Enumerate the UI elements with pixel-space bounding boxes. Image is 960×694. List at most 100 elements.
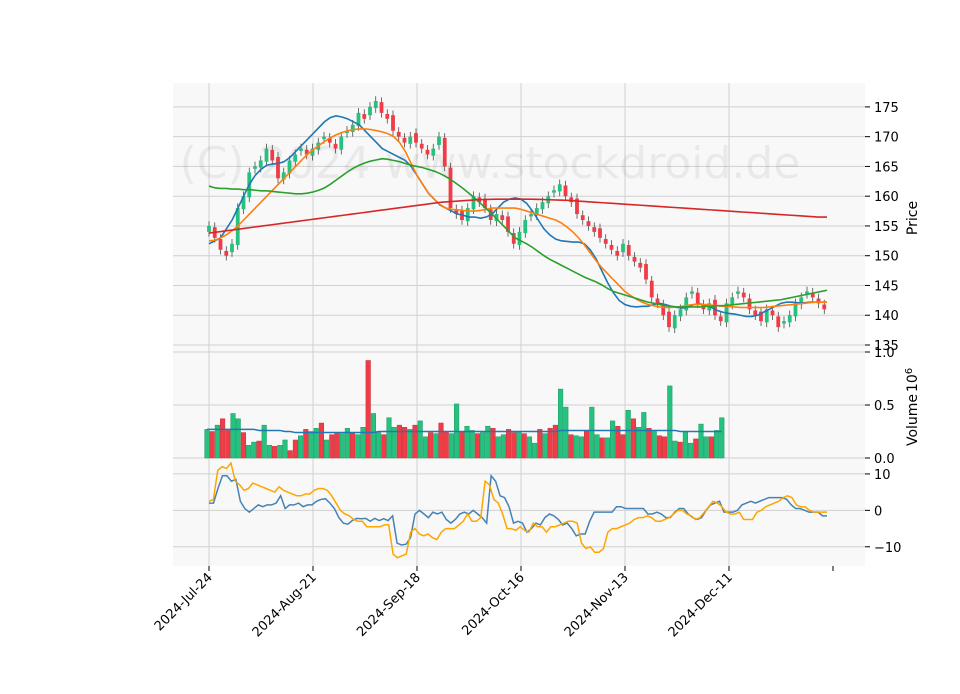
candle-body [304, 149, 309, 155]
x-tick-label: 2024-Jul-24 [152, 570, 216, 634]
candle-body [281, 172, 286, 180]
volume-bar [214, 424, 220, 459]
volume-scale-label: 106 [904, 368, 921, 392]
volume-bar [292, 439, 298, 459]
volume-bar [480, 432, 486, 459]
volume-bar [339, 433, 345, 459]
volume-bar [246, 445, 252, 459]
volume-bar [355, 434, 361, 459]
candle-body [442, 137, 447, 167]
candle-body [626, 245, 631, 256]
volume-bar [240, 432, 246, 459]
volume-bar [516, 431, 522, 459]
volume-bar [365, 360, 371, 459]
volume-bar [714, 430, 720, 459]
volume-bar [277, 445, 283, 459]
candle-body [454, 209, 459, 215]
volume-bar [381, 434, 387, 459]
volume-bar [719, 417, 725, 459]
candle-body [741, 292, 746, 298]
y-tick-label: 10 [874, 468, 891, 483]
y-tick-label: 0.0 [874, 452, 895, 467]
y-tick-label: 165 [874, 160, 899, 175]
candle-body [810, 292, 815, 298]
volume-bar [682, 431, 688, 459]
candle-body [684, 297, 689, 311]
candle-body [258, 160, 263, 168]
sma-xlong-line [208, 198, 827, 234]
volume-bar [568, 434, 574, 459]
candle-body [718, 316, 723, 322]
candle-body [598, 228, 602, 238]
candle-body [471, 196, 476, 210]
volume-bar [360, 427, 366, 459]
candle-body [339, 136, 344, 150]
volume-bar [615, 425, 621, 459]
volume-bar [230, 413, 236, 459]
candle-body [621, 243, 625, 253]
volume-bar [506, 429, 512, 459]
candle-body [207, 225, 211, 232]
candle-body [523, 220, 528, 234]
x-tick-label: 2024-Nov-13 [562, 570, 632, 640]
y-tick-label: 0.5 [874, 399, 895, 414]
candle-body [373, 100, 378, 109]
volume-bar [396, 424, 402, 459]
volume-bar [552, 424, 558, 459]
candle-body [391, 115, 395, 131]
candle-body [580, 215, 585, 220]
y-tick-label: 175 [874, 101, 899, 116]
volume-bar [656, 435, 662, 459]
volume-bar [235, 418, 241, 459]
volume-bar [251, 441, 257, 459]
candle-body [408, 136, 413, 144]
y-tick-label: 1.0 [874, 346, 895, 361]
candle-body [327, 137, 332, 143]
candle-body [425, 149, 430, 155]
candle-body [396, 131, 401, 137]
volume-bar [417, 420, 423, 459]
x-tick-label: 2024-Aug-21 [250, 570, 320, 640]
volume-bar [272, 446, 278, 459]
candle-body [506, 216, 510, 232]
volume-bar [464, 425, 470, 459]
candle-body [529, 214, 533, 217]
volume-bar [256, 440, 262, 459]
volume-bar [511, 432, 517, 459]
volume-bar [662, 436, 668, 459]
volume-bar [220, 418, 226, 459]
candle-body [667, 311, 671, 328]
volume-bar [209, 431, 215, 459]
price-axis-label: Price [905, 201, 921, 235]
volume-bar [651, 431, 657, 459]
candle-body [293, 154, 298, 162]
candle-body [270, 149, 275, 161]
candle-body [362, 114, 367, 119]
candle-body [299, 148, 303, 151]
candle-body [511, 233, 516, 244]
sma-long-line [208, 157, 828, 308]
volume-bar [625, 410, 631, 459]
volume-bar [391, 427, 397, 459]
candle-body [322, 136, 326, 140]
volume-bar [599, 437, 605, 459]
volume-bar [698, 423, 704, 459]
y-tick-label: 140 [874, 309, 899, 324]
candle-body [575, 198, 579, 215]
candle-body [385, 114, 390, 119]
volume-axis-label: Volume [905, 394, 921, 446]
x-ticks: 2024-Jul-24 2024-Aug-21 2024-Sep-18 2024-Oc… [152, 566, 834, 640]
candle-body [224, 250, 229, 256]
candle-body [264, 148, 269, 162]
volume-bar [318, 422, 324, 459]
candle-body [241, 196, 246, 210]
volume-bar [474, 433, 480, 459]
volume-bar [573, 435, 579, 459]
volume-bar [225, 430, 231, 459]
macd-line [209, 473, 827, 546]
candle-body [333, 143, 338, 149]
volume-bar [672, 440, 678, 459]
volume-bar [448, 433, 454, 459]
y-tick-label: 160 [874, 190, 899, 205]
